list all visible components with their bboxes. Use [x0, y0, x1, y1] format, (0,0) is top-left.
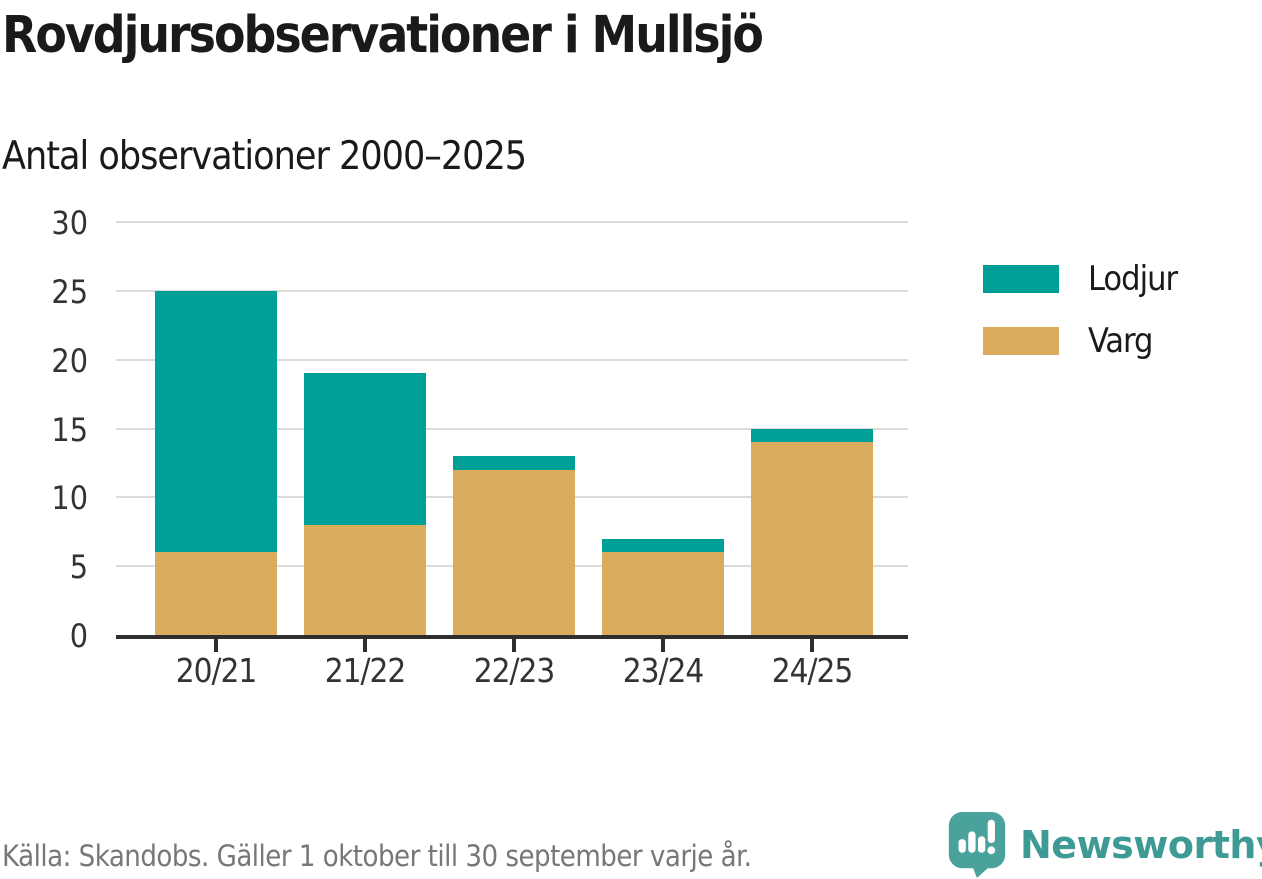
x-axis-tick — [214, 639, 218, 652]
x-axis-tick — [363, 639, 367, 652]
y-axis-tick-label: 30 — [51, 204, 88, 242]
y-axis-tick-label: 15 — [51, 410, 88, 449]
source-text: Källa: Skandobs. Gäller 1 oktober till 3… — [2, 839, 752, 873]
x-axis-tick-label: 24/25 — [771, 651, 854, 690]
bar-segment-varg-24-25 — [751, 442, 873, 635]
legend-item-lodjur: Lodjur — [983, 259, 1178, 299]
bar-segment-varg-21-22 — [304, 524, 426, 635]
x-axis-tick-label: 21/22 — [324, 651, 407, 690]
gridline — [116, 289, 908, 292]
chart-legend: Lodjur Varg — [983, 259, 1178, 358]
x-axis-tick-label: 20/21 — [175, 651, 258, 690]
bar-segment-varg-23-24 — [602, 552, 724, 635]
y-axis-tick-label: 25 — [51, 272, 88, 311]
bar-segment-lodjur-23-24 — [602, 538, 724, 553]
bar-segment-varg-20-21 — [155, 552, 277, 635]
legend-swatch-varg — [983, 327, 1059, 355]
newsworthy-bubble-chart-icon — [948, 811, 1006, 878]
x-axis-tick — [661, 639, 665, 652]
x-axis-line — [116, 635, 908, 639]
y-axis-tick-label: 20 — [51, 341, 88, 380]
gridline — [116, 358, 908, 361]
legend-swatch-lodjur — [983, 265, 1059, 293]
bar-segment-lodjur-22-23 — [453, 456, 575, 470]
bar-segment-lodjur-24-25 — [751, 428, 873, 443]
legend-label: Lodjur — [1088, 259, 1178, 299]
bar-segment-lodjur-20-21 — [155, 290, 277, 553]
x-axis-tick-label: 23/24 — [622, 651, 705, 690]
y-axis-tick-label: 10 — [51, 479, 88, 518]
y-axis-tick-label: 0 — [69, 617, 88, 655]
x-axis-tick — [512, 639, 516, 652]
gridline — [116, 427, 908, 430]
gridline — [116, 221, 908, 223]
x-axis-tick-label: 22/23 — [473, 651, 556, 690]
newsworthy-logo: Newsworthy — [946, 810, 1262, 878]
chart-title: Rovdjursobservationer i Mullsjö — [2, 6, 764, 65]
x-axis-tick — [810, 639, 814, 652]
y-axis-tick-label: 5 — [69, 548, 88, 587]
chart-subtitle: Antal observationer 2000–2025 — [2, 134, 527, 179]
bar-segment-lodjur-21-22 — [304, 373, 426, 525]
bar-segment-varg-22-23 — [453, 469, 575, 635]
legend-item-varg: Varg — [983, 324, 1177, 358]
legend-label: Varg — [1088, 321, 1153, 361]
brand-name: Newsworthy — [1020, 823, 1262, 867]
